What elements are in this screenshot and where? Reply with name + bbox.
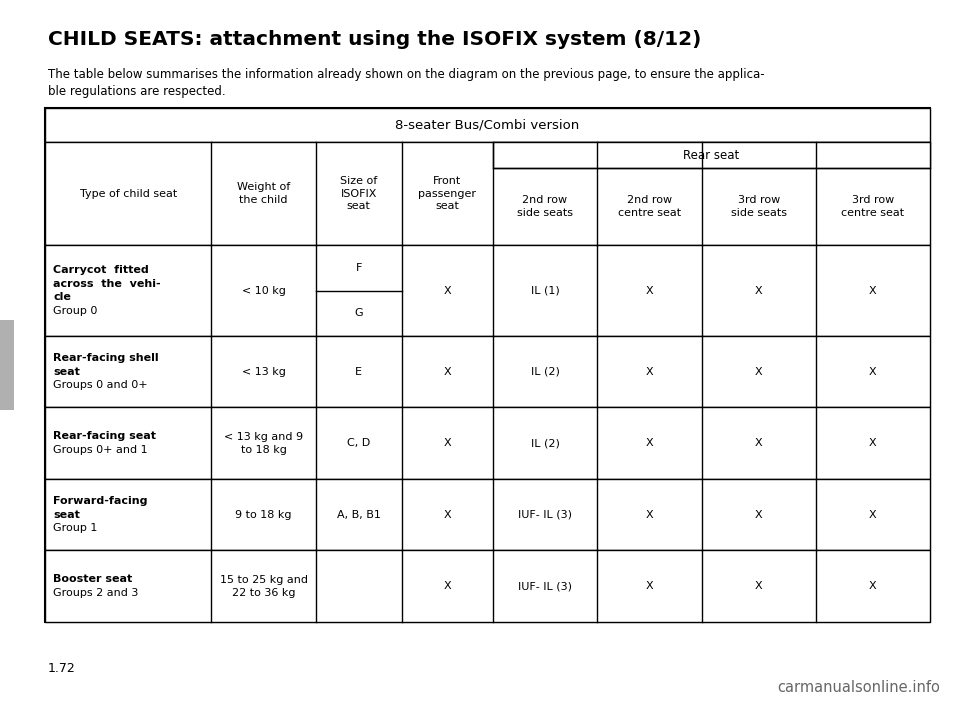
Text: IL (1): IL (1) [531,285,560,295]
Text: Weight of
the child: Weight of the child [237,182,290,205]
Text: Forward-facing: Forward-facing [53,496,148,506]
Text: X: X [755,285,762,295]
Text: carmanualsonline.info: carmanualsonline.info [778,680,940,696]
Text: Groups 2 and 3: Groups 2 and 3 [53,588,138,598]
Bar [45,108,930,622]
Text: < 13 kg: < 13 kg [242,366,285,376]
Text: seat: seat [53,366,80,376]
Text: IL (2): IL (2) [531,438,560,448]
Text: X: X [869,366,876,376]
Text: Carrycot  fitted: Carrycot fitted [53,266,149,275]
Text: 15 to 25 kg and
22 to 36 kg: 15 to 25 kg and 22 to 36 kg [220,575,307,598]
Text: Group 1: Group 1 [53,523,97,533]
Text: E: E [355,366,362,376]
Text: X: X [646,366,653,376]
Text: X: X [444,366,451,376]
Text: Group 0: Group 0 [53,306,97,316]
Bar [0,320,14,410]
Text: X: X [755,581,762,591]
Text: X: X [646,285,653,295]
Text: X: X [444,438,451,448]
Text: X: X [869,581,876,591]
Text: 9 to 18 kg: 9 to 18 kg [235,510,292,520]
Text: IUF- IL (3): IUF- IL (3) [518,510,572,520]
Text: < 10 kg: < 10 kg [242,285,285,295]
Text: Rear-facing shell: Rear-facing shell [53,353,158,363]
Text: X: X [869,285,876,295]
Text: IL (2): IL (2) [531,366,560,376]
Text: 2nd row
centre seat: 2nd row centre seat [618,195,681,218]
Text: 8-seater Bus/Combi version: 8-seater Bus/Combi version [396,119,580,131]
Text: IUF- IL (3): IUF- IL (3) [518,581,572,591]
Text: Rear seat: Rear seat [684,148,739,162]
Text: A, B, B1: A, B, B1 [337,510,381,520]
Bar [492,142,930,168]
Bar [45,550,930,622]
Text: 2nd row
side seats: 2nd row side seats [517,195,573,218]
Text: X: X [755,438,762,448]
Text: 1.72: 1.72 [48,662,76,674]
Text: The table below summarises the information already shown on the diagram on the p: The table below summarises the informati… [48,68,764,97]
Text: < 13 kg and 9
to 18 kg: < 13 kg and 9 to 18 kg [224,432,303,454]
Text: F: F [355,263,362,273]
Text: X: X [646,510,653,520]
Text: X: X [646,438,653,448]
Text: 3rd row
centre seat: 3rd row centre seat [841,195,904,218]
Text: X: X [755,366,762,376]
Text: X: X [755,510,762,520]
Text: Booster seat: Booster seat [53,574,132,584]
Text: CHILD SEATS: attachment using the ISOFIX system (8/12): CHILD SEATS: attachment using the ISOFIX… [48,30,702,49]
Text: 3rd row
side seats: 3rd row side seats [731,195,787,218]
Text: X: X [444,285,451,295]
Text: X: X [869,438,876,448]
Text: Groups 0+ and 1: Groups 0+ and 1 [53,445,148,455]
Bar [45,408,930,479]
Bar [45,479,930,550]
Text: X: X [444,581,451,591]
Bar [45,246,930,336]
Text: Size of
ISOFIX
seat: Size of ISOFIX seat [340,176,377,212]
Bar [45,336,930,408]
Text: Groups 0 and 0+: Groups 0 and 0+ [53,380,148,390]
Text: G: G [354,308,363,318]
Text: Rear-facing seat: Rear-facing seat [53,432,156,442]
Text: cle: cle [53,293,71,302]
Bar [45,108,930,142]
Text: Front
passenger
seat: Front passenger seat [419,176,476,212]
Text: X: X [869,510,876,520]
Text: X: X [444,510,451,520]
Text: C, D: C, D [348,438,371,448]
Text: Type of child seat: Type of child seat [80,189,177,199]
Text: X: X [646,581,653,591]
Text: seat: seat [53,510,80,520]
Bar [45,142,930,246]
Text: across  the  vehi-: across the vehi- [53,279,160,289]
